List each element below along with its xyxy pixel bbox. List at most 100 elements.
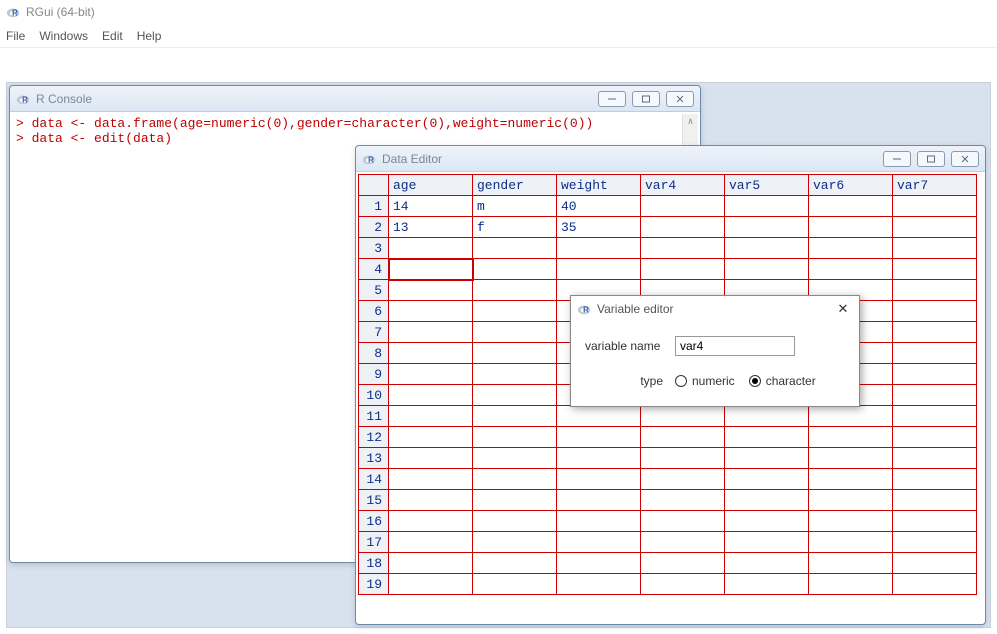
menu-windows[interactable]: Windows [39,29,88,43]
grid-cell[interactable] [473,301,557,322]
grid-cell[interactable] [473,364,557,385]
grid-cell[interactable] [725,553,809,574]
grid-cell[interactable] [389,469,473,490]
grid-cell[interactable] [725,574,809,595]
grid-cell[interactable] [389,490,473,511]
row-header[interactable]: 2 [359,217,389,238]
grid-cell[interactable] [641,427,725,448]
grid-cell[interactable] [557,553,641,574]
row-header[interactable]: 12 [359,427,389,448]
grid-cell[interactable] [641,574,725,595]
grid-cell[interactable] [389,280,473,301]
grid-cell[interactable] [893,469,977,490]
grid-cell[interactable] [473,280,557,301]
grid-cell[interactable] [389,574,473,595]
menu-help[interactable]: Help [137,29,162,43]
minimize-button[interactable] [883,151,911,167]
row-header[interactable]: 19 [359,574,389,595]
grid-cell[interactable] [557,406,641,427]
grid-cell[interactable] [389,511,473,532]
grid-cell[interactable] [809,511,893,532]
row-header[interactable]: 18 [359,553,389,574]
grid-cell[interactable] [473,532,557,553]
grid-cell[interactable]: 40 [557,196,641,217]
grid-cell[interactable] [557,427,641,448]
grid-cell[interactable] [893,364,977,385]
type-radio-numeric[interactable]: numeric [675,374,735,388]
grid-cell[interactable] [893,238,977,259]
grid-cell[interactable] [473,427,557,448]
grid-cell[interactable] [809,217,893,238]
grid-cell[interactable] [809,406,893,427]
grid-cell[interactable] [641,217,725,238]
grid-cell[interactable] [893,322,977,343]
grid-cell[interactable] [641,511,725,532]
type-radio-character[interactable]: character [749,374,816,388]
grid-cell[interactable] [641,469,725,490]
data-editor-titlebar[interactable]: R Data Editor [356,146,985,172]
menu-file[interactable]: File [6,29,25,43]
grid-cell[interactable] [557,238,641,259]
grid-cell[interactable] [473,259,557,280]
grid-cell[interactable] [389,322,473,343]
grid-cell[interactable] [641,406,725,427]
grid-cell[interactable] [893,427,977,448]
grid-cell[interactable] [641,259,725,280]
grid-cell[interactable] [557,574,641,595]
grid-cell[interactable] [809,553,893,574]
grid-cell[interactable] [389,406,473,427]
grid-cell[interactable] [893,217,977,238]
grid-cell[interactable] [893,385,977,406]
grid-cell[interactable] [809,469,893,490]
grid-cell[interactable]: 13 [389,217,473,238]
grid-cell[interactable] [389,343,473,364]
row-header[interactable]: 1 [359,196,389,217]
grid-cell[interactable] [389,427,473,448]
grid-cell[interactable] [893,490,977,511]
grid-cell[interactable] [725,217,809,238]
variable-editor-dialog[interactable]: R Variable editor ✕ variable name type n… [570,295,860,407]
grid-cell[interactable] [473,406,557,427]
grid-cell[interactable] [725,406,809,427]
grid-cell[interactable] [389,238,473,259]
grid-cell[interactable] [389,448,473,469]
grid-cell[interactable] [557,532,641,553]
grid-cell[interactable] [725,532,809,553]
grid-cell[interactable] [809,448,893,469]
grid-cell[interactable] [641,490,725,511]
grid-cell[interactable] [809,490,893,511]
column-header[interactable]: var4 [641,175,725,196]
row-header[interactable]: 5 [359,280,389,301]
grid-cell[interactable] [893,259,977,280]
grid-cell[interactable] [473,469,557,490]
grid-cell[interactable] [725,196,809,217]
row-header[interactable]: 7 [359,322,389,343]
grid-cell[interactable] [641,196,725,217]
maximize-button[interactable] [632,91,660,107]
grid-cell[interactable]: f [473,217,557,238]
row-header[interactable]: 9 [359,364,389,385]
grid-cell[interactable]: m [473,196,557,217]
grid-cell[interactable] [473,511,557,532]
grid-cell[interactable] [641,532,725,553]
grid-cell[interactable] [557,469,641,490]
grid-cell[interactable] [389,364,473,385]
column-header[interactable]: var7 [893,175,977,196]
grid-cell[interactable] [809,196,893,217]
grid-cell[interactable] [473,448,557,469]
grid-cell[interactable] [389,301,473,322]
row-header[interactable]: 11 [359,406,389,427]
grid-cell[interactable] [893,532,977,553]
grid-cell[interactable] [893,553,977,574]
row-header[interactable]: 4 [359,259,389,280]
grid-cell[interactable] [725,259,809,280]
grid-cell[interactable] [809,259,893,280]
close-button[interactable] [951,151,979,167]
grid-cell[interactable] [473,385,557,406]
grid-cell[interactable] [725,511,809,532]
grid-cell[interactable] [809,574,893,595]
grid-cell[interactable] [725,490,809,511]
maximize-button[interactable] [917,151,945,167]
row-header[interactable]: 10 [359,385,389,406]
grid-cell[interactable] [389,385,473,406]
